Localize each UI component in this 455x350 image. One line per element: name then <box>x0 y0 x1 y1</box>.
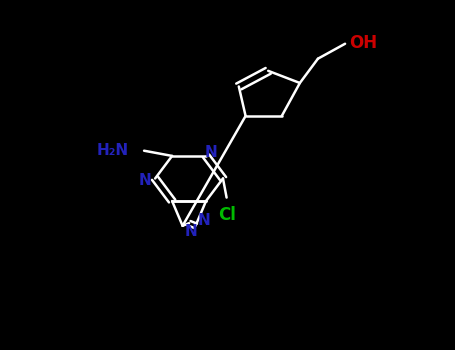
Text: N: N <box>205 145 218 160</box>
Text: Cl: Cl <box>217 206 236 224</box>
Text: N: N <box>197 213 210 228</box>
Text: OH: OH <box>349 34 378 52</box>
Text: N: N <box>184 224 197 238</box>
Text: N: N <box>139 173 152 188</box>
Text: H₂N: H₂N <box>97 142 129 158</box>
